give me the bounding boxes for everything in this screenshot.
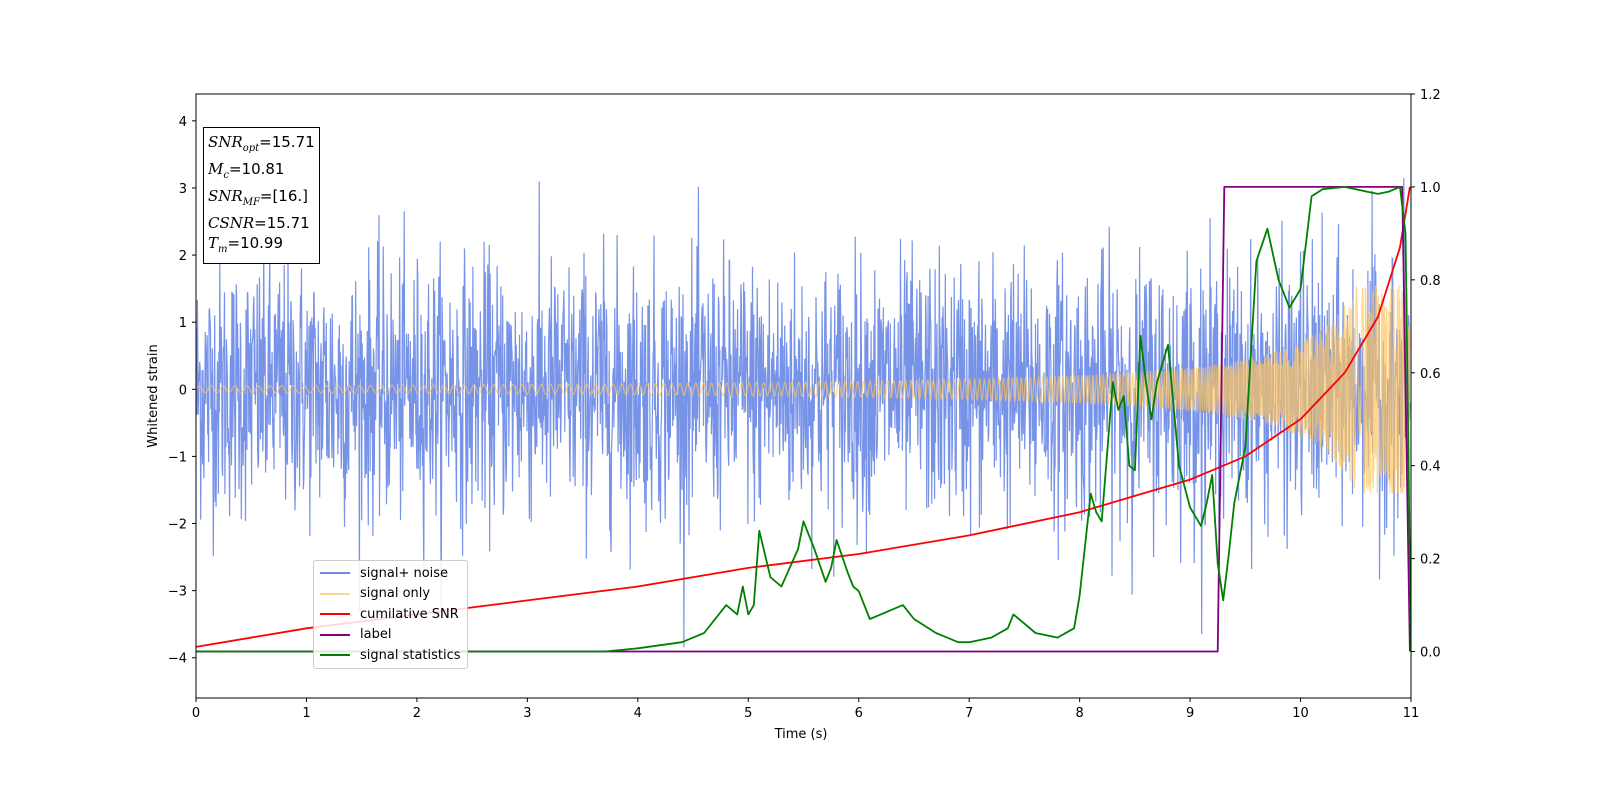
x-tick-label: 3 [523,706,531,721]
snr-opt-value: =15.71 [259,133,315,151]
legend-swatch [320,654,350,657]
series-cumulative-snr-line [196,186,1411,648]
y-left-tick-label: 2 [179,249,187,264]
legend-item-signal-noise: signal+ noise [320,563,461,584]
x-tick-label: 4 [634,706,642,721]
tm-symbol: T [208,234,219,252]
legend-label: signal statistics [360,647,461,663]
snr-opt-symbol: SNR [208,133,243,151]
legend-label: label [360,627,392,643]
series-signal-statistics-line [196,186,1411,653]
snr-mf-symbol: SNR [208,187,243,205]
y-left-tick-label: 0 [179,383,187,398]
x-axis-label: Time (s) [774,727,828,742]
series-signal-noise-line [196,178,1411,648]
tm-value: =10.99 [227,234,284,252]
legend-label: signal only [360,586,431,602]
mc-symbol: M [208,160,224,178]
y-left-tick-label: −3 [168,585,187,600]
legend-item-label: label [320,625,461,646]
legend-item-cumulative-snr: cumilative SNR [320,604,461,625]
x-tick-label: 11 [1403,706,1420,721]
y-axis-label: Whitened strain [146,344,161,447]
plot-frame [195,93,1412,699]
y-right-tick-label: 1.2 [1420,88,1441,103]
x-tick-label: 7 [965,706,973,721]
x-tick-label: 0 [192,706,200,721]
legend-swatch [320,572,350,575]
mc-row: Mc=10.81 [208,159,315,186]
mc-subscript: c [223,170,229,181]
x-tick-label: 2 [413,706,421,721]
x-tick-label: 9 [1186,706,1194,721]
legend-label: cumilative SNR [360,606,459,622]
plot-area [196,178,1411,653]
csnr-row: CSNR=15.71 [208,213,315,233]
legend-item-signal-only: signal only [320,584,461,605]
y-left-tick-label: 1 [179,316,187,331]
y-left-tick-label: 3 [179,182,187,197]
x-tick-label: 6 [855,706,863,721]
y-left-tick-label: −2 [168,518,187,533]
y-left-tick-label: 4 [179,115,187,130]
legend-swatch [320,633,350,636]
x-tick-label: 1 [302,706,310,721]
snr-mf-row: SNRMF=[16.] [208,186,315,213]
x-tick-label: 8 [1075,706,1083,721]
legend-swatch [320,592,350,595]
tm-row: Tm=10.99 [208,233,315,260]
y-right-tick-label: 1.0 [1420,181,1441,196]
y-right-tick-label: 0.6 [1420,367,1441,382]
y-left-tick-label: −4 [168,652,187,667]
tm-subscript: m [218,244,228,255]
mc-value: =10.81 [228,160,285,178]
x-tick-label: 5 [744,706,752,721]
y-right-tick-label: 0.4 [1420,460,1441,475]
y-axis-right: 1.2 1.0 0.8 0.6 0.4 0.2 0.0 [1411,88,1441,661]
y-right-tick-label: 0.2 [1420,553,1441,568]
csnr-symbol: CSNR [208,214,255,232]
x-axis: 0 1 2 3 4 5 6 7 8 9 10 11 [192,698,1419,721]
stats-infobox: SNRopt=15.71 Mc=10.81 SNRMF=[16.] CSNR=1… [203,127,320,264]
legend-swatch [320,613,350,616]
legend: signal+ noise signal only cumilative SNR… [313,560,468,669]
snr-mf-subscript: MF [242,197,260,208]
snr-mf-value: =[16.] [259,187,309,205]
snr-opt-subscript: opt [242,143,260,154]
x-tick-label: 10 [1292,706,1309,721]
series-label-line [196,186,1411,653]
legend-item-signal-statistics: signal statistics [320,645,461,666]
snr-opt-row: SNRopt=15.71 [208,132,315,159]
y-left-tick-label: −1 [168,450,187,465]
y-right-tick-label: 0.0 [1420,646,1441,661]
y-right-tick-label: 0.8 [1420,274,1441,289]
csnr-value: =15.71 [254,214,310,232]
series-signal-only-line [196,285,1411,494]
legend-label: signal+ noise [360,565,449,581]
y-axis-left: 4 3 2 1 0 −1 −2 −3 −4 [168,115,196,667]
